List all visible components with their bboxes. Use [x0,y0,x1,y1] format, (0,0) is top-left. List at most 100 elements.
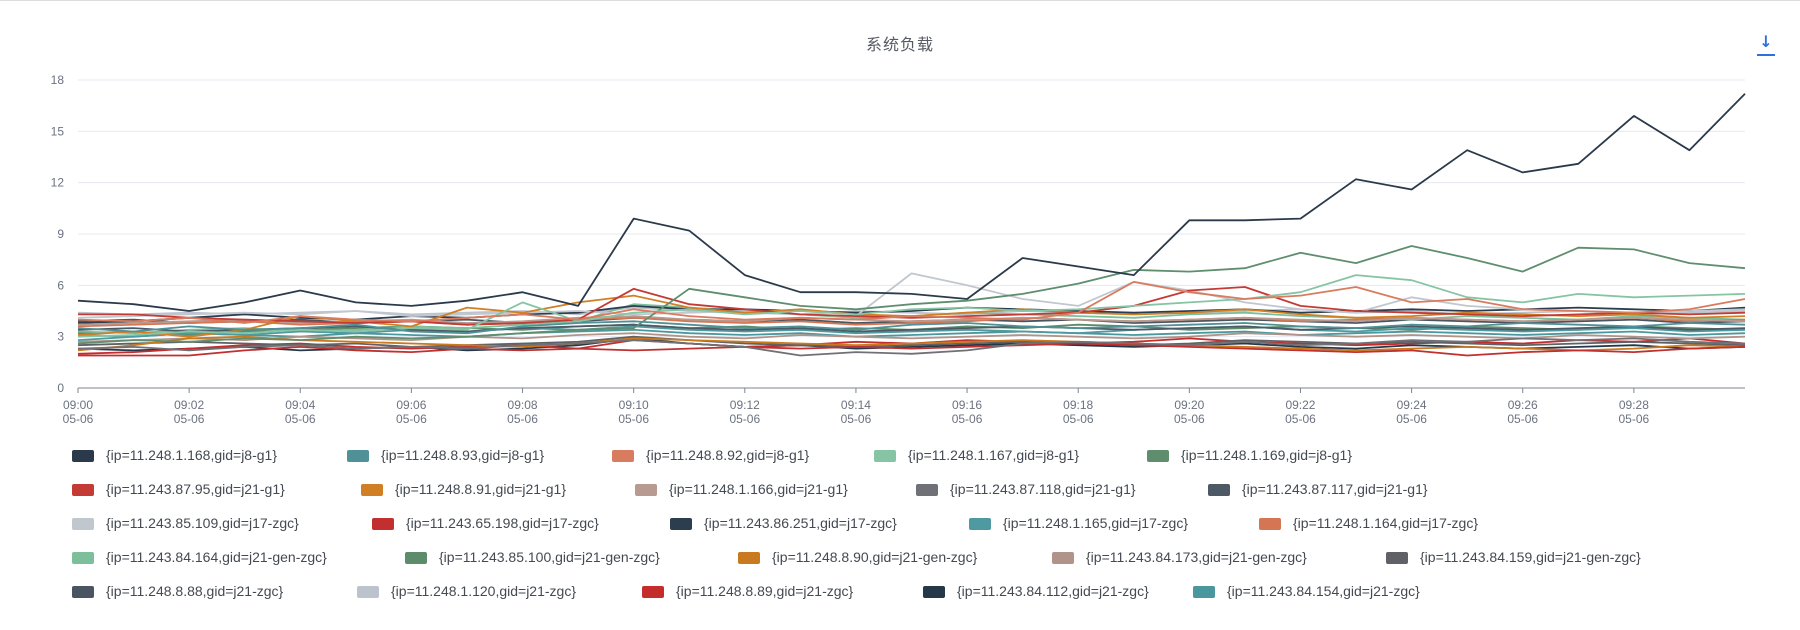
legend-swatch [612,450,634,462]
y-tick-label: 18 [51,73,65,87]
legend-swatch [1147,450,1169,462]
x-tick-label-time: 09:26 [1508,398,1538,412]
x-tick-label-time: 09:06 [396,398,426,412]
legend-swatch [670,518,692,530]
download-button[interactable]: ↓ [1756,33,1776,59]
x-tick-label-time: 09:22 [1285,398,1315,412]
x-tick-label-time: 09:18 [1063,398,1093,412]
legend-swatch [357,586,379,598]
x-tick-label-date: 05-06 [1174,412,1205,426]
legend-label: {ip=11.243.84.159,gid=j21-gen-zgc} [1420,549,1641,565]
legend-swatch [738,552,760,564]
series-line-12[interactable] [78,342,1746,357]
x-tick-label-time: 09:12 [730,398,760,412]
x-tick-label-date: 05-06 [174,412,205,426]
x-tick-label-date: 05-06 [396,412,427,426]
legend-swatch [635,484,657,496]
y-tick-label: 15 [51,124,65,138]
legend-swatch [1386,552,1408,564]
series-line-10[interactable] [77,323,1746,333]
legend-swatch [642,586,664,598]
series-line-18[interactable] [77,335,1746,352]
legend-swatch [1052,552,1074,564]
download-icon-underline [1757,54,1775,56]
legend-swatch [1208,484,1230,496]
series-line-20[interactable] [77,335,1746,348]
legend-swatch [72,586,94,598]
legend-label: {ip=11.248.8.93,gid=j8-g1} [381,447,545,463]
x-tick-label-time: 09:16 [952,398,982,412]
legend-label: {ip=11.248.1.165,gid=j17-zgc} [1003,515,1189,531]
series-line-14[interactable] [77,325,1746,341]
legend-label: {ip=11.248.1.167,gid=j8-g1} [908,447,1080,463]
series-line-11[interactable] [77,272,1746,319]
x-tick-label-date: 05-06 [1619,412,1650,426]
x-tick-label-time: 09:04 [285,398,315,412]
series-line-1[interactable] [77,93,1746,312]
legend-swatch [923,586,945,598]
legend-swatch [916,484,938,496]
chart-title: 系统负载 [865,35,934,54]
legend-label: {ip=11.248.1.166,gid=j21-g1} [669,481,848,497]
legend-label: {ip=11.243.85.109,gid=j17-zgc} [106,515,299,531]
x-tick-label-date: 05-06 [729,412,760,426]
legend-label: {ip=11.243.87.117,gid=j21-g1} [1242,481,1428,497]
legend-label: {ip=11.243.84.112,gid=j21-zgc} [957,583,1149,599]
legend-swatch [874,450,896,462]
series-line-5[interactable] [77,245,1746,345]
legend-swatch [969,518,991,530]
x-tick-label-time: 09:20 [1174,398,1204,412]
x-tick-label-time: 09:28 [1619,398,1649,412]
x-tick-label-date: 05-06 [1507,412,1538,426]
legend-swatch [405,552,427,564]
legend-label: {ip=11.248.8.90,gid=j21-gen-zgc} [772,549,978,565]
legend-label: {ip=11.248.1.169,gid=j8-g1} [1181,447,1353,463]
legend-label: {ip=11.248.1.168,gid=j8-g1} [106,447,278,463]
series-line-2[interactable] [77,320,1746,335]
legend-label: {ip=11.243.87.95,gid=j21-g1} [106,481,285,497]
series-line-4[interactable] [77,274,1746,338]
legend-label: {ip=11.243.84.154,gid=j21-zgc} [1227,583,1420,599]
legend-swatch [372,518,394,530]
legend-swatch [72,450,94,462]
legend-label: {ip=11.248.8.91,gid=j21-g1} [395,481,567,497]
x-tick-label-date: 05-06 [618,412,649,426]
series-line-19[interactable] [77,332,1746,343]
legend-swatch [72,484,94,496]
legend-swatch [72,518,94,530]
legend-swatch [1259,518,1281,530]
legend-swatch [361,484,383,496]
series-line-3[interactable] [77,280,1746,324]
series-line-6[interactable] [78,286,1746,326]
series-line-9[interactable] [77,337,1746,357]
x-tick-label-date: 05-06 [1063,412,1094,426]
y-tick-label: 6 [57,278,64,292]
y-tick-label: 3 [57,330,64,344]
legend-label: {ip=11.243.85.100,gid=j21-gen-zgc} [439,549,660,565]
legend-label: {ip=11.248.8.89,gid=j21-zgc} [676,583,854,599]
legend-label: {ip=11.243.84.173,gid=j21-gen-zgc} [1086,549,1307,565]
legend-label: {ip=11.243.87.118,gid=j21-g1} [950,481,1136,497]
x-tick-label-time: 09:24 [1397,398,1427,412]
legend-label: {ip=11.248.1.120,gid=j21-zgc} [391,583,577,599]
x-tick-label-date: 05-06 [1285,412,1316,426]
x-tick-label-time: 09:00 [63,398,93,412]
x-tick-label-time: 09:02 [174,398,204,412]
legend-label: {ip=11.248.8.88,gid=j21-zgc} [106,583,284,599]
legend-label: {ip=11.243.84.164,gid=j21-gen-zgc} [106,549,327,565]
legend-label: {ip=11.243.65.198,gid=j17-zgc} [406,515,599,531]
legend-label: {ip=11.248.8.92,gid=j8-g1} [646,447,810,463]
x-tick-label-date: 05-06 [841,412,872,426]
legend-label: {ip=11.243.86.251,gid=j17-zgc} [704,515,897,531]
legend-label: {ip=11.248.1.164,gid=j17-zgc} [1293,515,1479,531]
x-tick-label-date: 05-06 [507,412,538,426]
x-tick-label-date: 05-06 [63,412,94,426]
x-tick-label-date: 05-06 [1396,412,1427,426]
legend-swatch [1193,586,1215,598]
x-tick-label-date: 05-06 [285,412,316,426]
y-tick-label: 9 [57,227,64,241]
x-tick-label-date: 05-06 [952,412,983,426]
